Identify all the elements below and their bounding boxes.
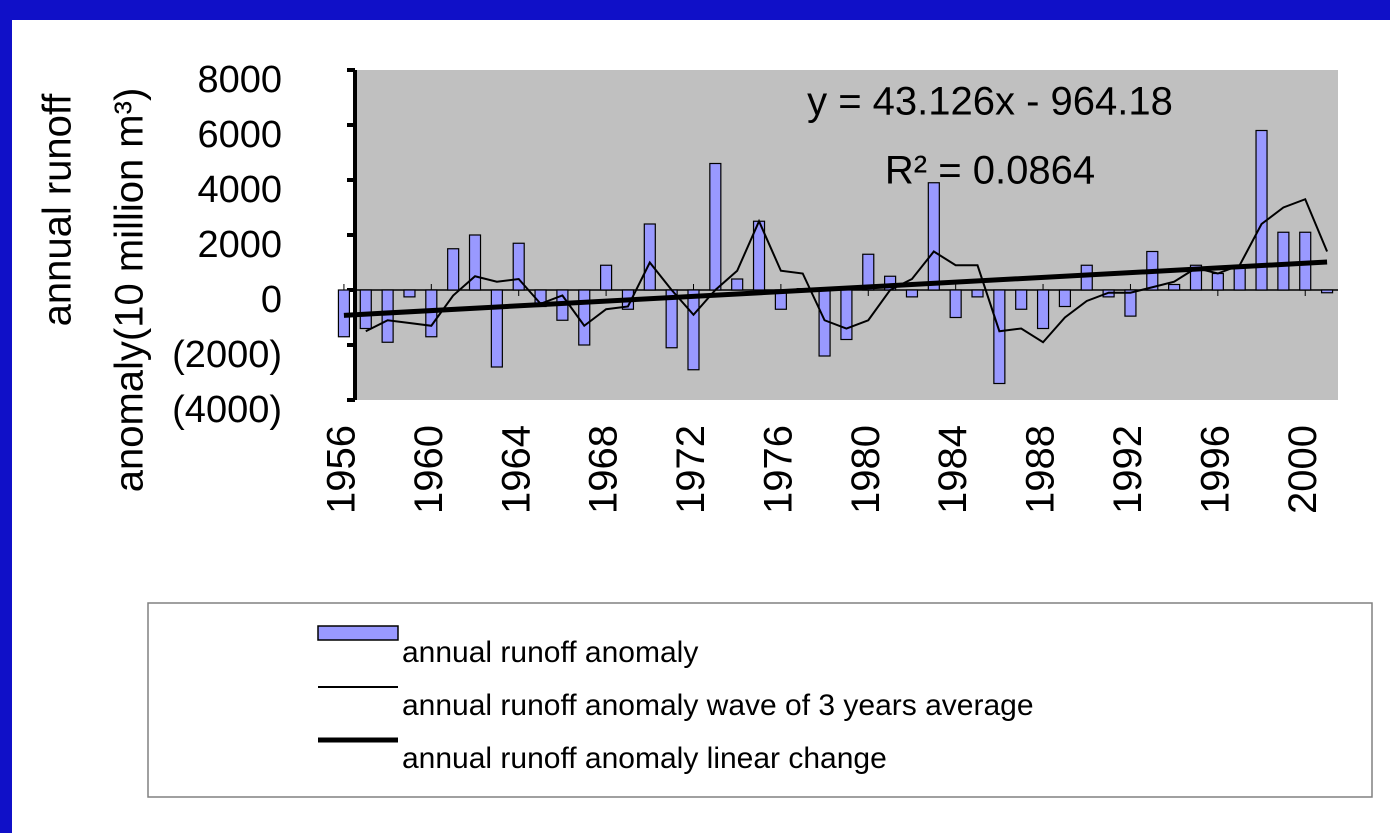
line-series (365, 197, 1329, 344)
bar (731, 278, 744, 291)
x-tick-label: 1988 (1019, 425, 1063, 514)
bar (1124, 289, 1137, 317)
bar (1255, 129, 1268, 291)
r-squared: R² = 0.0864 (885, 149, 1095, 193)
bar (1320, 289, 1334, 294)
legend-label: annual runoff anomaly (402, 636, 698, 669)
bar (425, 289, 438, 338)
y-tick-label: (2000) (172, 334, 282, 376)
bar (1168, 283, 1181, 291)
bar (949, 289, 962, 319)
y-tick-label: 0 (261, 279, 282, 321)
bar (993, 289, 1006, 385)
bar (490, 289, 503, 368)
bar (927, 182, 940, 291)
bar (1189, 264, 1203, 291)
x-tick-label: 1972 (669, 425, 713, 514)
bar (905, 289, 919, 298)
plot-area (355, 70, 1338, 400)
bar (403, 289, 416, 298)
y-tick-label: (4000) (172, 389, 282, 431)
bar (1015, 289, 1028, 310)
x-tick-label: 1996 (1193, 425, 1237, 514)
bar (709, 162, 722, 291)
y-tick-label: 4000 (197, 169, 282, 211)
x-tick-label: 1992 (1106, 425, 1150, 514)
bar (971, 289, 984, 298)
x-tick-label: 1960 (407, 425, 451, 514)
bar (1058, 289, 1072, 308)
bar (1277, 231, 1290, 291)
bar (643, 223, 656, 291)
y-tick-label: 8000 (197, 59, 282, 101)
bar (468, 234, 482, 291)
bar (512, 242, 525, 291)
bar (599, 264, 613, 291)
legend-label: annual runoff anomaly linear change (402, 742, 887, 775)
x-tick-label: 1956 (319, 425, 363, 514)
y-axis-label: anomaly(10 million m³) (108, 88, 152, 493)
x-tick-label: 1980 (844, 425, 888, 514)
bar (1036, 289, 1050, 330)
bar (381, 289, 394, 343)
bar (578, 289, 591, 346)
bar (1211, 272, 1224, 291)
bar (840, 289, 853, 341)
line-series (343, 259, 1328, 318)
legend-label: annual runoff anomaly wave of 3 years av… (402, 689, 1034, 722)
bar (862, 253, 875, 291)
x-tick-label: 1968 (582, 425, 626, 514)
x-tick-label: 1964 (494, 425, 538, 514)
y-axis-label: annual runoff (36, 93, 80, 327)
bar (447, 248, 460, 291)
legend-swatch (317, 625, 399, 641)
y-tick-label: 6000 (197, 114, 282, 156)
x-tick-label: 1976 (756, 425, 800, 514)
bar (359, 289, 372, 330)
y-tick-label: 2000 (197, 224, 282, 266)
x-tick-label: 2000 (1281, 425, 1325, 514)
x-tick-label: 1984 (931, 425, 975, 514)
trend-equation: y = 43.126x - 964.18 (807, 80, 1173, 124)
bar (687, 289, 700, 371)
bar (818, 289, 831, 357)
